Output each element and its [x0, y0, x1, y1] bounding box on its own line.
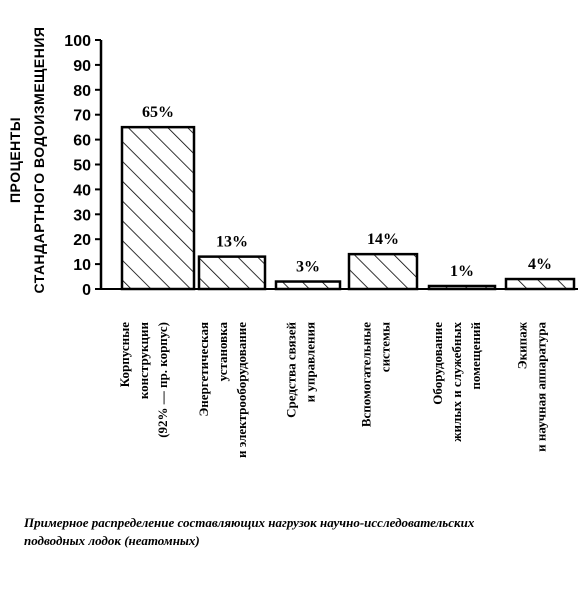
- caption-line: подводных лодок (неатомных): [24, 533, 200, 548]
- y-tick-label: 10: [73, 257, 91, 274]
- category-label-line: Экипаж: [515, 321, 530, 369]
- y-tick-label: 40: [73, 182, 91, 199]
- category-label-line: конструкции: [136, 322, 151, 400]
- category-label-line: и научная аппаратура: [534, 322, 549, 452]
- bar: [427, 284, 497, 291]
- value-label: 4%: [528, 256, 552, 273]
- figure-caption: Примерное распределение составляющих наг…: [24, 514, 576, 550]
- bar: [274, 280, 342, 291]
- bar: [347, 252, 419, 291]
- category-label-line: и электрооборудование: [234, 322, 249, 458]
- y-tick-label: 80: [73, 83, 91, 100]
- y-axis-label: ПРОЦЕНТЫ СТАНДАРТНОГО ВОДОИЗМЕЩЕНИЯ: [7, 27, 47, 294]
- y-tick-label: 90: [73, 58, 91, 75]
- bar: [120, 125, 196, 291]
- category-label-line: Средства связей: [284, 321, 299, 417]
- bar: [197, 255, 267, 291]
- y-tick-label: 60: [73, 133, 91, 150]
- category-label-line: жилых и служебных: [449, 322, 464, 442]
- caption-line: Примерное распределение составляющих наг…: [24, 515, 475, 530]
- value-label: 14%: [367, 231, 399, 248]
- y-tick-label: 20: [73, 232, 91, 249]
- y-tick-label: 30: [73, 207, 91, 224]
- value-label: 1%: [450, 263, 474, 280]
- category-label-line: Оборудование: [430, 322, 445, 405]
- category-label-line: (92% — пр. корпус): [155, 322, 170, 438]
- category-label-line: Вспомогательные: [359, 322, 374, 427]
- bars: [120, 125, 576, 291]
- y-tick-label: 100: [64, 33, 91, 50]
- y-axis-label-line: СТАНДАРТНОГО ВОДОИЗМЕЩЕНИЯ: [31, 27, 47, 294]
- category-labels: Корпусные конструкции (92% — пр. корпус) Эн…: [117, 321, 549, 458]
- category-label-line: помещений: [468, 322, 483, 390]
- category-label-line: установка: [215, 322, 230, 382]
- y-axis-label-line: ПРОЦЕНТЫ: [7, 117, 23, 203]
- y-tick-label: 50: [73, 158, 91, 175]
- value-labels: 65% 13% 3% 14% 1% 4%: [142, 104, 552, 280]
- category-label-line: Энергетическая: [196, 322, 211, 417]
- y-tick-label: 0: [82, 282, 91, 299]
- y-tick-label: 70: [73, 108, 91, 125]
- category-label-line: и управления: [303, 322, 318, 402]
- category-label-line: системы: [378, 322, 393, 372]
- value-label: 3%: [296, 259, 320, 276]
- category-label-line: Корпусные: [117, 322, 132, 388]
- value-label: 13%: [216, 234, 248, 251]
- bar: [504, 277, 576, 291]
- value-label: 65%: [142, 104, 174, 121]
